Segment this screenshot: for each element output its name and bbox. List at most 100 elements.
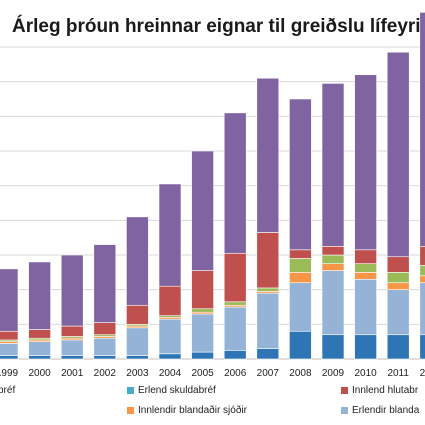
bar-segment-2011-series-4 bbox=[386, 272, 410, 284]
bar-segment-2009-series-2 bbox=[321, 270, 345, 336]
bar-segment-1999-series-1 bbox=[0, 355, 19, 360]
bar-segment-2004-series-5 bbox=[158, 285, 182, 316]
bar-segment-2007-series-2 bbox=[256, 292, 280, 349]
bar-segment-2010-series-1 bbox=[354, 334, 377, 360]
bar-segment-2009-series-4 bbox=[321, 254, 345, 264]
legend-swatch-3 bbox=[341, 387, 348, 394]
bar-segment-2005-series-1 bbox=[191, 351, 214, 360]
legend-item-5: Erlendir blanda bbox=[341, 405, 419, 416]
bar-segment-2012-series-6 bbox=[419, 12, 425, 247]
bar-segment-1999-series-6 bbox=[0, 268, 19, 332]
bar-segment-2012-series-1 bbox=[419, 334, 425, 360]
bar-segment-2008-series-3 bbox=[289, 272, 312, 284]
bar-segment-2008-series-2 bbox=[289, 282, 312, 332]
bar-segment-2006-series-1 bbox=[223, 350, 247, 360]
bar-segment-2009-series-5 bbox=[321, 246, 345, 256]
x-tick-label: 2004 bbox=[159, 368, 182, 379]
bar-segment-2008-series-6 bbox=[289, 98, 312, 251]
bar-segment-2005-series-5 bbox=[191, 270, 214, 310]
x-tick-label: 2006 bbox=[224, 368, 247, 379]
bar-segment-2005-series-4 bbox=[191, 308, 214, 313]
x-tick-label: 2001 bbox=[61, 368, 84, 379]
legend-swatch-2 bbox=[127, 387, 134, 394]
bar-segment-2001-series-6 bbox=[60, 254, 84, 327]
bar-segment-2000-series-6 bbox=[28, 261, 51, 330]
bar-segment-2010-series-5 bbox=[354, 249, 377, 264]
bar-segment-2000-series-5 bbox=[28, 329, 51, 339]
bar-segment-2007-series-6 bbox=[256, 77, 280, 233]
bar-segment-1999-series-5 bbox=[0, 330, 19, 341]
legend-label-1: bréf bbox=[0, 385, 16, 396]
x-tick-label: 2003 bbox=[126, 368, 149, 379]
bar-segment-2003-series-1 bbox=[126, 355, 149, 360]
bar-segment-2005-series-2 bbox=[191, 313, 214, 353]
bar-segment-2006-series-5 bbox=[223, 252, 247, 303]
legend-swatch-4 bbox=[127, 407, 134, 414]
x-tick-label: 2010 bbox=[354, 368, 377, 379]
legend-item-4: Innlendir blandaðir sjóðir bbox=[127, 405, 247, 416]
bar-segment-2000-series-2 bbox=[28, 341, 51, 356]
bar-segment-2006-series-6 bbox=[223, 112, 247, 254]
x-axis-ticks: 1999 2000 2001 2002 2003 2004 2005 2006 2007 2008… bbox=[0, 368, 425, 379]
legend-item-2: Erlend skuldabréf bbox=[127, 385, 216, 396]
chart-title: Árleg þróun hreinnar eignar til greiðslu… bbox=[12, 16, 425, 37]
x-tick-label: 2009 bbox=[322, 368, 345, 379]
bar-segment-2008-series-1 bbox=[289, 330, 312, 360]
bar-segment-2007-series-5 bbox=[256, 232, 280, 289]
bar-segment-2009-series-6 bbox=[321, 83, 345, 247]
x-tick-label: 2007 bbox=[257, 368, 280, 379]
bar-segment-2011-series-2 bbox=[386, 289, 410, 336]
bar-segment-2009-series-3 bbox=[321, 263, 345, 271]
bar-segment-2011-series-3 bbox=[386, 282, 410, 290]
bar-segment-2011-series-1 bbox=[386, 334, 410, 360]
bar-segment-2000-series-1 bbox=[28, 355, 51, 360]
bar-segment-2007-series-1 bbox=[256, 348, 280, 360]
bar-segment-2001-series-5 bbox=[60, 325, 84, 337]
legend-item-3: Innlend hlutabr bbox=[341, 385, 418, 396]
bar-segment-2001-series-1 bbox=[60, 355, 84, 360]
bar-segment-2004-series-6 bbox=[158, 183, 182, 287]
bar-segment-2012-series-5 bbox=[419, 246, 425, 266]
bar-segment-2008-series-5 bbox=[289, 249, 312, 259]
x-tick-label: 2008 bbox=[289, 368, 312, 379]
bar-segment-2012-series-4 bbox=[419, 265, 425, 277]
bar-segment-2003-series-6 bbox=[126, 216, 149, 306]
x-tick-label: 2002 bbox=[94, 368, 117, 379]
bar-segment-2006-series-4 bbox=[223, 301, 247, 306]
bar-segment-2002-series-1 bbox=[93, 355, 117, 360]
bar-segment-2002-series-2 bbox=[93, 337, 117, 356]
bar-segment-2011-series-5 bbox=[386, 256, 410, 273]
legend-label-2: Erlend skuldabréf bbox=[138, 385, 216, 396]
bar-segment-2002-series-6 bbox=[93, 244, 117, 323]
bar-segment-2010-series-2 bbox=[354, 278, 377, 336]
x-tick-label: 2005 bbox=[191, 368, 214, 379]
legend-item-1: bréf bbox=[0, 385, 15, 396]
x-tick-label: 2000 bbox=[28, 368, 51, 379]
x-tick-label: 2011 bbox=[387, 368, 409, 379]
bar-segment-2008-series-4 bbox=[289, 258, 312, 273]
legend-label-4: Innlendir blandaðir sjóðir bbox=[138, 405, 247, 416]
legend-label-3: Innlend hlutabr bbox=[352, 385, 419, 396]
bar-segment-2003-series-5 bbox=[126, 304, 149, 325]
bar-segment-2006-series-2 bbox=[223, 306, 247, 351]
bar-segment-2007-series-4 bbox=[256, 287, 280, 292]
bar-segment-2012-series-3 bbox=[419, 275, 425, 284]
bar-segment-2002-series-5 bbox=[93, 322, 117, 336]
bar-segment-2005-series-6 bbox=[191, 150, 214, 271]
bar-segment-2010-series-6 bbox=[354, 74, 377, 251]
bar-segment-2012-series-2 bbox=[419, 282, 425, 336]
legend-label-5: Erlendir blanda bbox=[352, 405, 420, 416]
bar-segment-2003-series-2 bbox=[126, 327, 149, 356]
x-tick-label: 1999 bbox=[0, 368, 19, 379]
bar-segment-2009-series-1 bbox=[321, 334, 345, 360]
bar-segment-2001-series-2 bbox=[60, 339, 84, 356]
legend-swatch-5 bbox=[341, 407, 348, 414]
x-tick-label: 2012 bbox=[420, 368, 425, 379]
bar-stacks bbox=[0, 12, 425, 360]
bar-segment-2011-series-6 bbox=[386, 51, 410, 258]
bar-segment-2004-series-1 bbox=[158, 353, 182, 360]
bar-segment-1999-series-2 bbox=[0, 343, 19, 356]
bar-segment-2004-series-2 bbox=[158, 318, 182, 355]
bar-segment-2010-series-3 bbox=[354, 272, 377, 280]
